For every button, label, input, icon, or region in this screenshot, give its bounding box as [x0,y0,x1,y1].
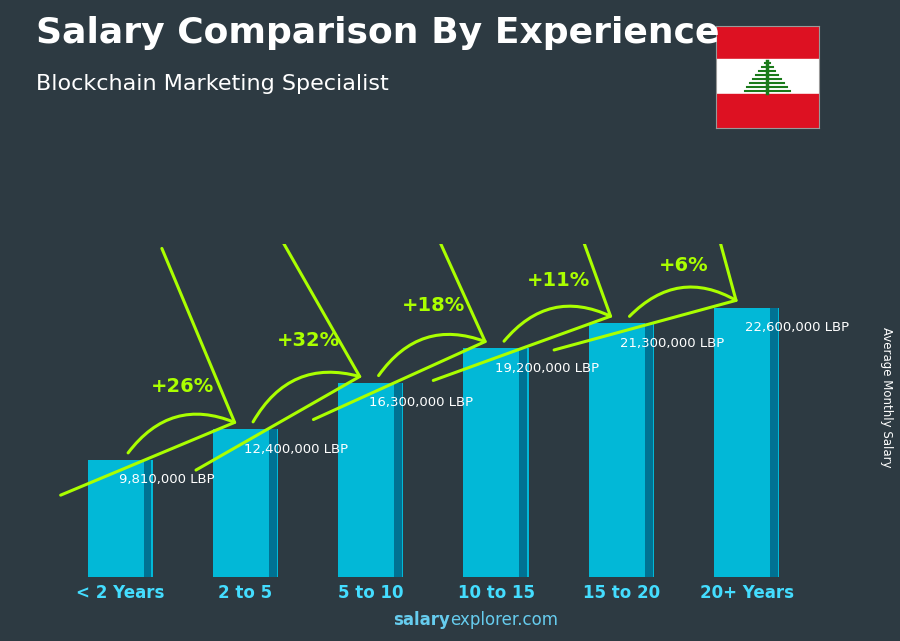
Text: Blockchain Marketing Specialist: Blockchain Marketing Specialist [36,74,389,94]
FancyArrowPatch shape [196,213,360,470]
FancyArrowPatch shape [433,139,610,381]
FancyArrowPatch shape [60,249,235,495]
Bar [394,383,402,577]
Bar [213,429,278,577]
Bar [464,348,528,577]
Bar [716,26,819,60]
Text: 16,300,000 LBP: 16,300,000 LBP [370,396,473,409]
Bar [144,460,151,577]
Text: +6%: +6% [659,256,708,274]
Bar [87,460,153,577]
Bar [269,429,276,577]
Bar [338,383,403,577]
Text: 21,300,000 LBP: 21,300,000 LBP [620,337,724,350]
Text: +26%: +26% [151,377,214,396]
Bar [589,323,654,577]
Text: +18%: +18% [401,296,465,315]
Bar [716,60,819,94]
Text: explorer.com: explorer.com [450,612,558,629]
FancyArrowPatch shape [554,119,736,350]
Text: Salary Comparison By Experience: Salary Comparison By Experience [36,16,719,50]
Text: salary: salary [393,612,450,629]
Text: 9,810,000 LBP: 9,810,000 LBP [119,474,214,487]
Bar [714,308,779,577]
Text: Average Monthly Salary: Average Monthly Salary [880,327,893,468]
Bar [770,308,778,577]
Bar [519,348,527,577]
Text: +11%: +11% [527,271,590,290]
Text: 12,400,000 LBP: 12,400,000 LBP [244,443,348,456]
Bar [716,94,819,128]
Bar [644,323,652,577]
Text: 19,200,000 LBP: 19,200,000 LBP [495,362,598,375]
FancyArrowPatch shape [313,170,485,419]
Text: 22,600,000 LBP: 22,600,000 LBP [745,321,850,334]
Text: +32%: +32% [276,331,339,349]
